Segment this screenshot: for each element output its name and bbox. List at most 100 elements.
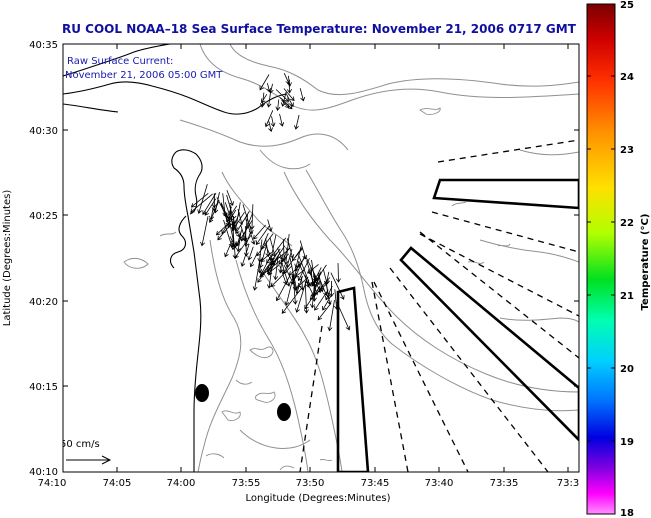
current-vector	[259, 74, 270, 91]
scale-arrow	[66, 455, 112, 465]
current-vector	[322, 294, 333, 311]
x-axis-ticks: 74:10 74:05 74:00 73:55 73:50 73:45 73:4…	[38, 478, 580, 489]
current-vector	[249, 252, 258, 268]
current-vector	[275, 99, 281, 111]
y-tick-label: 40:25	[29, 211, 58, 222]
current-vector	[278, 259, 284, 274]
current-vector	[310, 276, 316, 309]
current-vector	[240, 212, 254, 242]
colorbar-tick: 20	[620, 364, 634, 375]
current-vector	[297, 258, 310, 282]
colorbar-gradient	[586, 3, 616, 515]
current-vector	[317, 302, 332, 321]
y-axis-ticks: 40:35 40:30 40:25 40:20 40:15 40:10	[29, 40, 58, 478]
current-label: Raw Surface Current:	[67, 56, 173, 67]
x-tick-label: 74:05	[103, 478, 132, 489]
current-vector	[223, 219, 234, 248]
current-vector	[299, 240, 308, 260]
current-vector	[327, 299, 335, 332]
colorbar-tick: 24	[620, 72, 634, 83]
current-vector	[285, 92, 294, 108]
y-tick-label: 40:10	[29, 467, 58, 478]
x-tick-label: 74:10	[38, 478, 67, 489]
y-tick-label: 40:30	[29, 126, 58, 137]
current-vector	[269, 237, 277, 258]
current-vector	[226, 190, 234, 206]
current-vector	[325, 285, 333, 301]
current-vector	[249, 204, 255, 230]
current-vector	[295, 279, 307, 313]
x-tick-label: 73:40	[425, 478, 454, 489]
x-tick-label: 73:35	[490, 478, 519, 489]
x-tick-label: 73:3	[557, 478, 579, 489]
current-vector	[232, 212, 241, 228]
axis-tick-marks	[62, 43, 579, 473]
plot-frame	[62, 43, 580, 473]
y-tick-label: 40:15	[29, 382, 58, 393]
current-vector	[314, 289, 329, 311]
current-time: November 21, 2006 05:00 GMT	[65, 70, 223, 81]
current-vector	[255, 225, 270, 246]
current-vector	[294, 114, 300, 130]
current-vector	[267, 260, 274, 289]
current-vector	[264, 110, 274, 128]
colorbar-tick: 19	[620, 437, 634, 448]
current-vector	[277, 247, 283, 260]
swath-outlines	[336, 178, 579, 472]
current-vector	[336, 301, 351, 331]
current-vector	[275, 275, 291, 302]
surface-current-vectors	[190, 73, 351, 332]
current-vector	[283, 88, 295, 102]
current-vector	[275, 89, 290, 102]
current-vector	[283, 264, 295, 285]
current-vector	[309, 270, 319, 296]
current-vector	[280, 91, 287, 107]
colorbar-tick: 18	[620, 508, 634, 518]
current-vector	[333, 289, 339, 310]
current-vector	[304, 286, 321, 310]
coastline	[63, 44, 287, 472]
current-vector	[315, 264, 327, 282]
x-tick-label: 73:50	[296, 478, 325, 489]
dashed-radials	[299, 139, 579, 472]
y-tick-label: 40:35	[29, 40, 58, 51]
temperature-colorbar: 25 24 23 22 21 20 19 18 Temperature (°C)	[586, 0, 651, 518]
current-vector	[225, 206, 232, 219]
current-vector	[200, 216, 209, 247]
current-vector	[242, 204, 254, 235]
map-title: RU COOL NOAA–18 Sea Surface Temperature:…	[62, 22, 577, 36]
colorbar-label: Temperature (°C)	[640, 214, 651, 311]
current-vector	[279, 97, 293, 110]
station-marker	[195, 384, 209, 402]
current-vector	[267, 219, 273, 232]
contour-fragments	[123, 107, 511, 471]
map-plot-area: 50 cm/s Raw Surface Current: November 21…	[60, 44, 579, 472]
current-vector	[266, 83, 272, 93]
y-tick-label: 40:20	[29, 297, 58, 308]
current-vector	[190, 192, 209, 208]
current-vector	[232, 224, 238, 260]
current-vector	[286, 238, 295, 259]
current-vector	[283, 73, 290, 85]
scale-label: 50 cm/s	[60, 439, 100, 450]
current-vector	[215, 215, 237, 236]
current-vector	[208, 200, 220, 223]
current-vector	[294, 269, 306, 278]
colorbar-tick: 22	[620, 218, 634, 229]
x-tick-label: 73:55	[232, 478, 261, 489]
current-vector	[235, 228, 243, 246]
x-tick-label: 74:00	[167, 478, 196, 489]
current-vector	[260, 251, 272, 262]
x-axis-label: Longitude (Degrees:Minutes)	[245, 493, 390, 504]
current-vector	[266, 264, 280, 275]
current-vector	[297, 260, 310, 285]
current-vector	[242, 214, 248, 242]
current-vector	[247, 246, 254, 261]
current-vector	[270, 116, 276, 128]
current-vector	[240, 243, 250, 267]
colorbar-tick: 23	[620, 145, 634, 156]
current-vector	[211, 193, 217, 209]
current-vector	[253, 224, 266, 240]
current-vector	[279, 113, 285, 127]
